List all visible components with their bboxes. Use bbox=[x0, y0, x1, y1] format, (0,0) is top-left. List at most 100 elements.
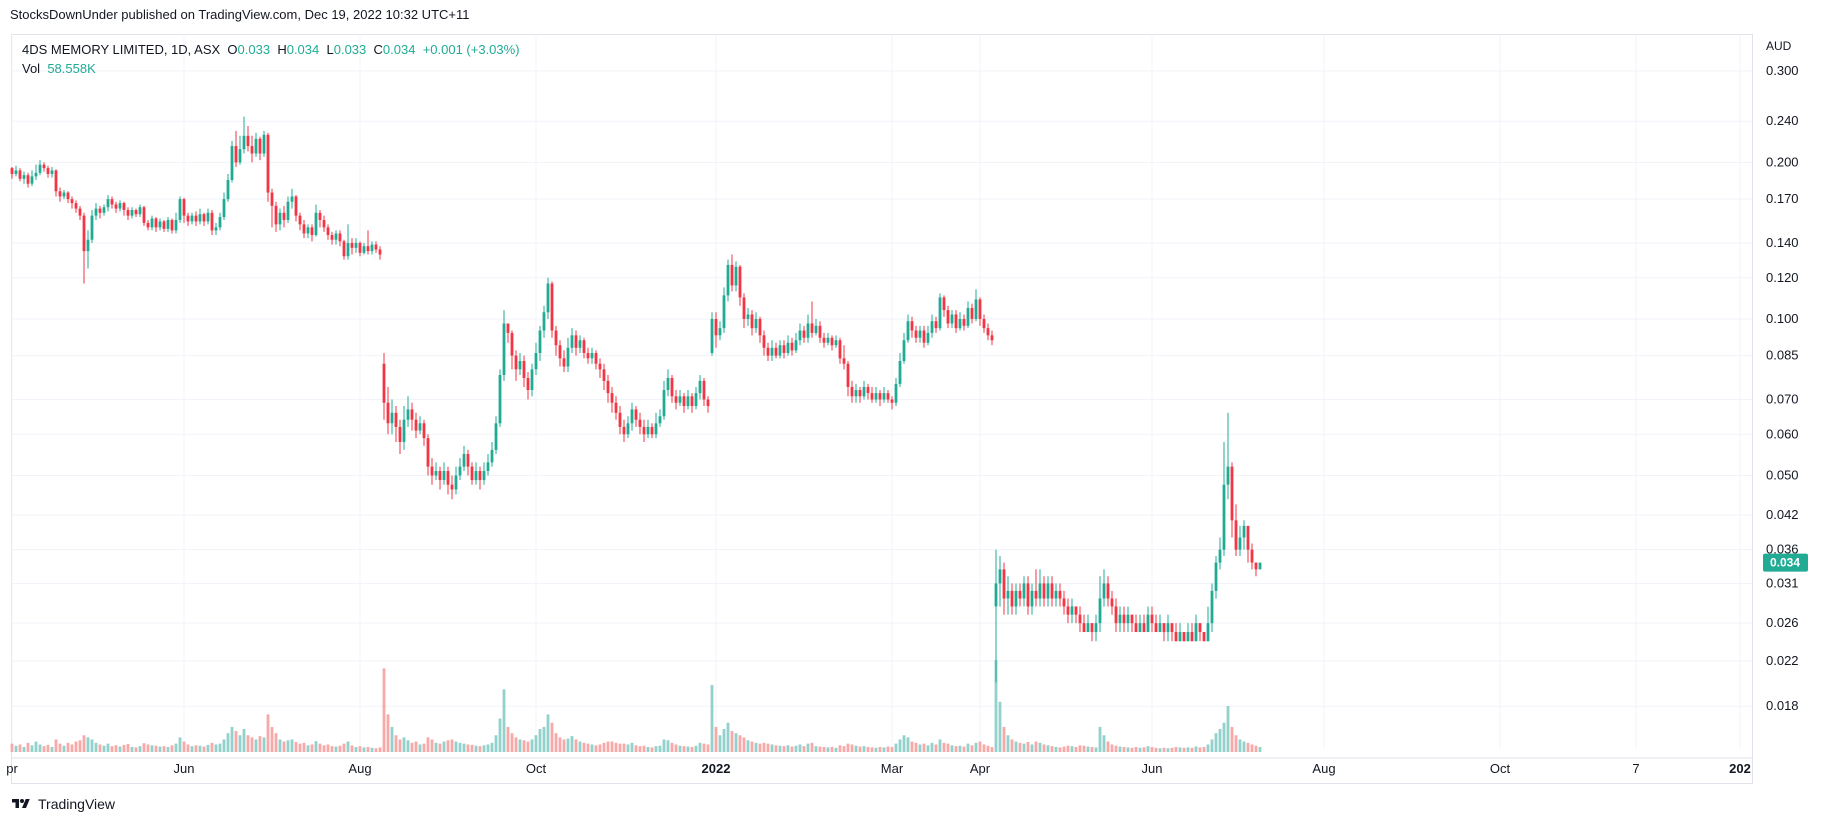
candle[interactable] bbox=[862, 380, 866, 400]
candle[interactable] bbox=[654, 412, 658, 439]
candle[interactable] bbox=[254, 132, 258, 157]
candle[interactable] bbox=[434, 462, 438, 481]
candle[interactable] bbox=[1042, 576, 1046, 607]
candle[interactable] bbox=[378, 246, 382, 260]
candle[interactable] bbox=[702, 377, 706, 407]
candle[interactable] bbox=[838, 337, 842, 364]
candle[interactable] bbox=[666, 369, 670, 397]
candle[interactable] bbox=[502, 310, 506, 381]
candle[interactable] bbox=[214, 222, 218, 236]
candle[interactable] bbox=[1134, 614, 1138, 633]
candle[interactable] bbox=[490, 441, 494, 467]
candle[interactable] bbox=[282, 205, 286, 228]
candle[interactable] bbox=[1086, 614, 1090, 633]
candle[interactable] bbox=[258, 136, 262, 161]
candle[interactable] bbox=[10, 166, 14, 179]
candle[interactable] bbox=[1054, 583, 1058, 607]
candle[interactable] bbox=[478, 466, 482, 490]
candle[interactable] bbox=[114, 201, 118, 213]
candle[interactable] bbox=[1242, 520, 1246, 550]
candle[interactable] bbox=[462, 445, 466, 472]
candle[interactable] bbox=[998, 556, 1002, 607]
candle[interactable] bbox=[78, 205, 82, 220]
candle[interactable] bbox=[930, 314, 934, 338]
candle[interactable] bbox=[814, 318, 818, 336]
candle[interactable] bbox=[670, 375, 674, 403]
candle[interactable] bbox=[926, 325, 930, 346]
candle[interactable] bbox=[822, 332, 826, 348]
candle[interactable] bbox=[994, 549, 998, 683]
candle[interactable] bbox=[762, 330, 766, 356]
candle[interactable] bbox=[162, 219, 166, 232]
candle[interactable] bbox=[66, 191, 70, 204]
candle[interactable] bbox=[1246, 525, 1250, 563]
candle[interactable] bbox=[1146, 606, 1150, 633]
candle[interactable] bbox=[534, 342, 538, 376]
candle[interactable] bbox=[870, 386, 874, 403]
candle[interactable] bbox=[982, 314, 986, 333]
candle[interactable] bbox=[1118, 606, 1122, 633]
candle[interactable] bbox=[294, 195, 298, 222]
candle[interactable] bbox=[1194, 614, 1198, 642]
candle[interactable] bbox=[1030, 583, 1034, 615]
candle[interactable] bbox=[850, 380, 854, 403]
candle[interactable] bbox=[678, 390, 682, 407]
candle[interactable] bbox=[798, 323, 802, 346]
candle[interactable] bbox=[1034, 569, 1038, 607]
candle[interactable] bbox=[58, 187, 62, 202]
candle[interactable] bbox=[682, 393, 686, 413]
candle[interactable] bbox=[642, 419, 646, 442]
candle[interactable] bbox=[774, 342, 778, 359]
candle[interactable] bbox=[1258, 562, 1262, 570]
candle[interactable] bbox=[1214, 556, 1218, 599]
candle[interactable] bbox=[1046, 576, 1050, 607]
candle[interactable] bbox=[526, 372, 530, 400]
candle[interactable] bbox=[1010, 583, 1014, 615]
candle[interactable] bbox=[978, 297, 982, 326]
candle[interactable] bbox=[326, 224, 330, 240]
candle[interactable] bbox=[1110, 590, 1114, 615]
candle[interactable] bbox=[150, 215, 154, 231]
candle[interactable] bbox=[414, 412, 418, 439]
candle[interactable] bbox=[726, 259, 730, 302]
candle[interactable] bbox=[858, 386, 862, 403]
candle[interactable] bbox=[354, 238, 358, 253]
candle[interactable] bbox=[746, 307, 750, 326]
candle[interactable] bbox=[750, 310, 754, 336]
candle[interactable] bbox=[830, 335, 834, 351]
candle[interactable] bbox=[874, 386, 878, 403]
candle[interactable] bbox=[170, 218, 174, 234]
candle[interactable] bbox=[970, 303, 974, 324]
candle[interactable] bbox=[718, 321, 722, 341]
candle[interactable] bbox=[1234, 504, 1238, 557]
candle[interactable] bbox=[522, 355, 526, 387]
candle[interactable] bbox=[674, 390, 678, 410]
candle[interactable] bbox=[498, 369, 502, 427]
candle[interactable] bbox=[26, 172, 30, 188]
candle[interactable] bbox=[398, 419, 402, 454]
candle[interactable] bbox=[1114, 598, 1118, 633]
candle[interactable] bbox=[1230, 462, 1234, 538]
candle[interactable] bbox=[1122, 606, 1126, 633]
candle[interactable] bbox=[1022, 576, 1026, 607]
candle[interactable] bbox=[302, 219, 306, 239]
candle[interactable] bbox=[266, 132, 270, 202]
candle[interactable] bbox=[1106, 576, 1110, 607]
candle[interactable] bbox=[1014, 583, 1018, 615]
candle[interactable] bbox=[550, 281, 554, 338]
candle[interactable] bbox=[1170, 623, 1174, 642]
candle[interactable] bbox=[1182, 632, 1186, 642]
candle[interactable] bbox=[182, 197, 186, 223]
candle[interactable] bbox=[786, 335, 790, 356]
candle[interactable] bbox=[458, 458, 462, 481]
candle[interactable] bbox=[974, 289, 978, 322]
candle[interactable] bbox=[1174, 623, 1178, 642]
candle[interactable] bbox=[234, 130, 238, 167]
candle[interactable] bbox=[514, 350, 518, 381]
candle[interactable] bbox=[482, 462, 486, 485]
candle[interactable] bbox=[1050, 576, 1054, 607]
candle[interactable] bbox=[990, 330, 994, 346]
candle[interactable] bbox=[698, 375, 702, 400]
candle[interactable] bbox=[618, 406, 622, 435]
